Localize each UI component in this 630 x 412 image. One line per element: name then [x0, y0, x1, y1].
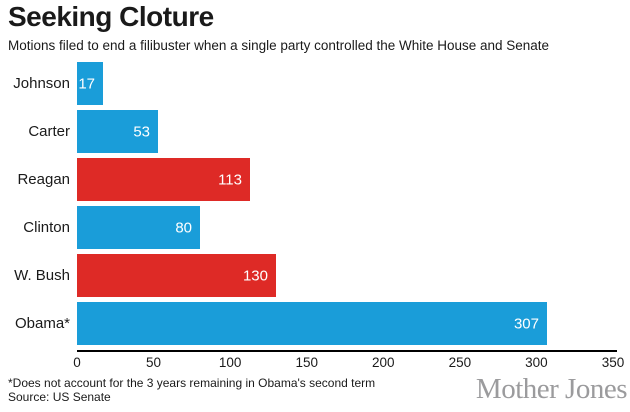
category-label: W. Bush — [14, 267, 70, 284]
axis-tick-label: 350 — [601, 355, 625, 370]
x-axis-line — [77, 350, 617, 352]
x-axis-tick-labels: 0 50 100 150 200 250 300 350 — [73, 355, 624, 371]
bar: 130 — [77, 254, 276, 297]
bar: 53 — [77, 110, 158, 153]
value-label: 17 — [78, 75, 95, 92]
bar-row: Johnson 17 — [0, 62, 630, 105]
axis-tick-label: 0 — [73, 355, 81, 370]
category-label: Reagan — [17, 171, 70, 188]
chart-footnote: *Does not account for the 3 years remain… — [8, 376, 376, 390]
bar: 307 — [77, 302, 547, 345]
bar-row: Clinton 80 — [0, 206, 630, 249]
chart-title: Seeking Cloture — [8, 1, 214, 32]
value-label: 80 — [175, 219, 192, 236]
category-label: Obama* — [14, 315, 70, 332]
bar-row: W. Bush 130 — [0, 254, 630, 297]
category-label: Clinton — [23, 219, 70, 236]
axis-tick-label: 250 — [448, 355, 472, 370]
axis-tick-label: 300 — [525, 355, 548, 370]
bar-row: Carter 53 — [0, 110, 630, 153]
axis-tick-label: 200 — [372, 355, 395, 370]
bar: 113 — [77, 158, 250, 201]
axis-tick-label: 100 — [218, 355, 242, 370]
value-label: 130 — [242, 267, 268, 284]
bar-row: Obama* 307 — [0, 302, 630, 345]
axis-tick-label: 150 — [295, 355, 318, 370]
bar: 80 — [77, 206, 200, 249]
mother-jones-logo: Mother Jones — [475, 373, 628, 405]
bar-row: Reagan 113 — [0, 158, 630, 201]
chart-subtitle: Motions filed to end a filibuster when a… — [8, 38, 550, 53]
axis-tick-label: 50 — [146, 355, 162, 370]
category-label: Carter — [28, 123, 70, 140]
bar: 17 — [77, 62, 103, 105]
bar-chart: Johnson 17 Carter 53 Reagan 113 Clinton 80 W. Bu… — [0, 62, 630, 345]
category-label: Johnson — [13, 75, 70, 92]
value-label: 113 — [218, 171, 242, 188]
value-label: 53 — [133, 123, 150, 140]
chart-source: Source: US Senate — [8, 390, 111, 404]
value-label: 307 — [513, 315, 539, 332]
